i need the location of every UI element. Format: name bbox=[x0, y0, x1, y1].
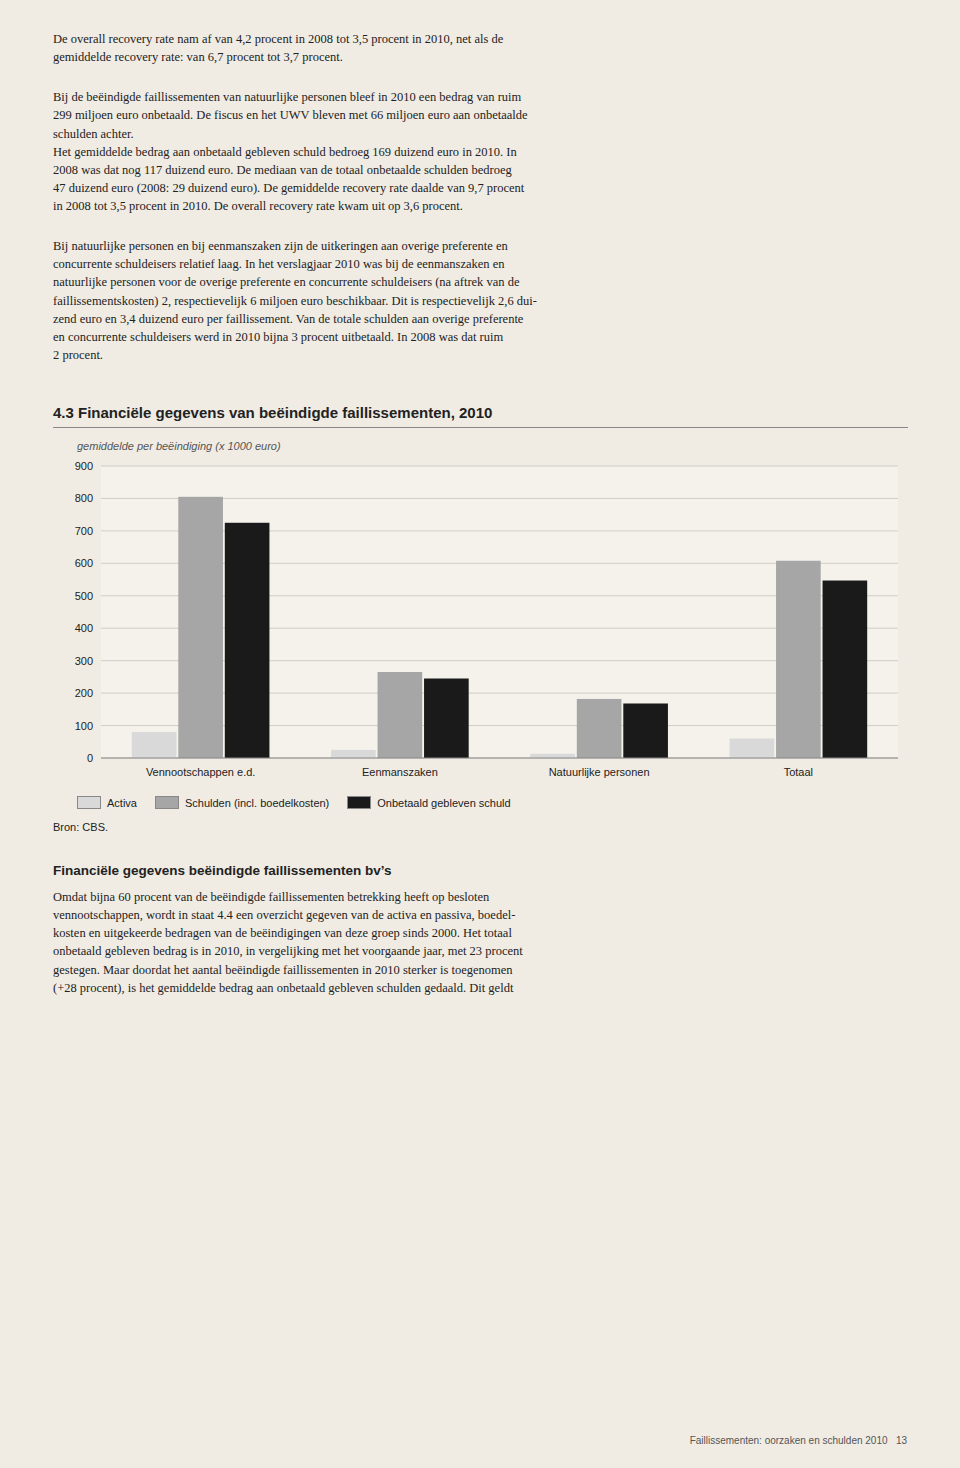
y-tick-label: 0 bbox=[87, 752, 93, 764]
bar bbox=[378, 672, 423, 758]
chart: 0 100 200 300 400 500 600 700 800 900 Vennootschap… bbox=[53, 456, 908, 786]
x-tick-label: Natuurlijke personen bbox=[549, 766, 650, 778]
bar bbox=[730, 739, 775, 758]
text-block: Bij de beëindigde faillissementen van na… bbox=[53, 88, 908, 215]
bars bbox=[132, 497, 867, 758]
legend-swatch bbox=[347, 796, 371, 809]
x-axis-line bbox=[101, 758, 898, 759]
plot-background bbox=[101, 466, 898, 758]
bar bbox=[178, 497, 223, 758]
legend-item: Onbetaald gebleven schuld bbox=[347, 796, 510, 809]
bar bbox=[132, 732, 177, 758]
legend-swatch bbox=[155, 796, 179, 809]
text-block: De overall recovery rate nam af van 4,2 … bbox=[53, 30, 908, 66]
chart-subtitle: gemiddelde per beëindiging (x 1000 euro) bbox=[77, 440, 908, 452]
y-tick-label: 600 bbox=[75, 557, 93, 569]
grid-line bbox=[101, 466, 898, 467]
legend-item: Activa bbox=[77, 796, 137, 809]
y-tick-label: 900 bbox=[75, 460, 93, 472]
y-tick-label: 800 bbox=[75, 492, 93, 504]
bar bbox=[530, 754, 575, 758]
legend-swatch bbox=[77, 796, 101, 809]
bar bbox=[577, 699, 622, 758]
y-tick-label: 100 bbox=[75, 720, 93, 732]
section-heading: Financiële gegevens beëindigde faillisse… bbox=[53, 863, 908, 878]
bar bbox=[331, 750, 376, 758]
legend-item: Schulden (incl. boedelkosten) bbox=[155, 796, 329, 809]
legend: Activa Schulden (incl. boedelkosten) Onbet… bbox=[77, 796, 908, 809]
text-block: Bij natuurlijke personen en bij eenmansz… bbox=[53, 237, 908, 364]
bar bbox=[225, 523, 270, 758]
page-footer: Faillissementen: oorzaken en schulden 20… bbox=[690, 1435, 907, 1446]
x-tick-label: Vennootschappen e.d. bbox=[146, 766, 255, 778]
x-tick-label: Totaal bbox=[784, 766, 813, 778]
body-text: Omdat bijna 60 procent van de beëindigde… bbox=[53, 888, 908, 997]
bar bbox=[623, 703, 668, 758]
y-tick-label: 300 bbox=[75, 655, 93, 667]
y-tick-label: 500 bbox=[75, 590, 93, 602]
source: Bron: CBS. bbox=[53, 821, 908, 833]
bar bbox=[776, 561, 821, 758]
legend-label: Activa bbox=[107, 797, 137, 809]
legend-label: Onbetaald gebleven schuld bbox=[377, 797, 510, 809]
y-tick-label: 400 bbox=[75, 622, 93, 634]
chart-title: 4.3 Financiële gegevens van beëindigde f… bbox=[53, 404, 908, 428]
bar bbox=[424, 679, 469, 758]
y-tick-label: 200 bbox=[75, 687, 93, 699]
bar bbox=[823, 581, 868, 758]
y-tick-label: 700 bbox=[75, 525, 93, 537]
x-tick-label: Eenmanszaken bbox=[362, 766, 438, 778]
legend-label: Schulden (incl. boedelkosten) bbox=[185, 797, 329, 809]
grid-line bbox=[101, 758, 898, 759]
